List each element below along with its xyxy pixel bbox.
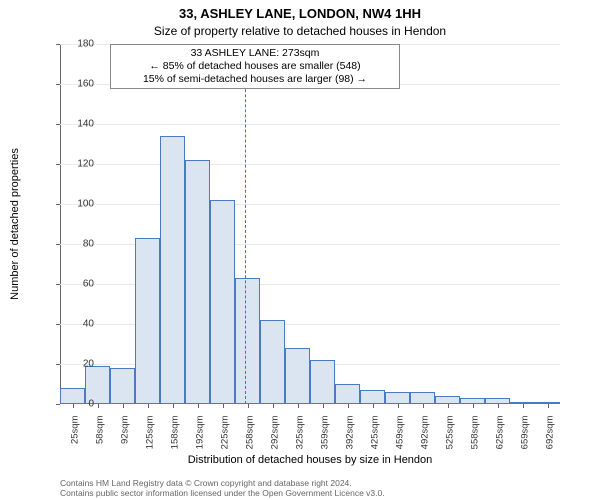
reference-line [245,44,246,404]
attribution-line2: Contains public sector information licen… [60,488,560,498]
x-tick-label: 92sqm [119,416,130,466]
chart-title: 33, ASHLEY LANE, LONDON, NW4 1HH [0,6,600,21]
x-tick [248,404,249,408]
annotation-box: 33 ASHLEY LANE: 273sqm ← 85% of detached… [110,44,400,89]
x-tick-label: 392sqm [344,416,355,466]
histogram-bar [235,278,260,404]
x-tick [323,404,324,408]
y-tick-label: 180 [54,39,94,50]
x-tick [498,404,499,408]
chart-container: 33, ASHLEY LANE, LONDON, NW4 1HH Size of… [0,0,600,500]
x-tick-label: 25sqm [69,416,80,466]
x-tick [423,404,424,408]
x-tick-label: 225sqm [219,416,230,466]
histogram-bar [435,396,460,404]
x-tick [123,404,124,408]
annotation-line2: ← 85% of detached houses are smaller (54… [115,60,395,73]
y-tick-label: 40 [54,319,94,330]
y-gridline [60,204,560,205]
histogram-bar [135,238,160,404]
x-tick-label: 292sqm [269,416,280,466]
x-tick [473,404,474,408]
x-tick [373,404,374,408]
x-tick [523,404,524,408]
y-axis-line [60,44,61,404]
y-tick-label: 160 [54,79,94,90]
x-tick-label: 525sqm [444,416,455,466]
annotation-line3: 15% of semi-detached houses are larger (… [115,73,395,86]
y-tick-label: 60 [54,279,94,290]
x-tick [398,404,399,408]
histogram-bar [185,160,210,404]
histogram-bar [260,320,285,404]
y-tick-label: 140 [54,119,94,130]
attribution: Contains HM Land Registry data © Crown c… [60,478,560,498]
x-axis-label: Distribution of detached houses by size … [60,454,560,466]
chart-subtitle: Size of property relative to detached ho… [0,24,600,38]
histogram-bar [310,360,335,404]
y-axis-label: Number of detached properties [8,44,22,404]
x-tick-label: 192sqm [194,416,205,466]
x-tick [448,404,449,408]
x-tick-label: 625sqm [494,416,505,466]
histogram-bar [385,392,410,404]
x-tick [548,404,549,408]
x-tick [98,404,99,408]
y-tick-label: 80 [54,239,94,250]
histogram-bar [410,392,435,404]
plot-area [60,44,560,404]
x-tick-label: 459sqm [394,416,405,466]
histogram-bar [210,200,235,404]
x-tick-label: 258sqm [244,416,255,466]
x-tick [223,404,224,408]
x-tick [148,404,149,408]
x-tick-label: 425sqm [369,416,380,466]
annotation-line1: 33 ASHLEY LANE: 273sqm [115,47,395,60]
y-tick-label: 0 [54,399,94,410]
x-tick-label: 492sqm [419,416,430,466]
x-tick [273,404,274,408]
x-tick-label: 692sqm [544,416,555,466]
histogram-bar [285,348,310,404]
histogram-bar [360,390,385,404]
x-tick [298,404,299,408]
histogram-bar [335,384,360,404]
x-tick [173,404,174,408]
x-tick-label: 558sqm [469,416,480,466]
y-tick-label: 100 [54,199,94,210]
x-tick-label: 125sqm [144,416,155,466]
x-tick-label: 158sqm [169,416,180,466]
y-tick-label: 20 [54,359,94,370]
x-tick-label: 659sqm [519,416,530,466]
x-tick [198,404,199,408]
y-gridline [60,164,560,165]
x-tick-label: 58sqm [94,416,105,466]
histogram-bar [160,136,185,404]
y-gridline [60,124,560,125]
y-tick-label: 120 [54,159,94,170]
x-tick-label: 359sqm [319,416,330,466]
attribution-line1: Contains HM Land Registry data © Crown c… [60,478,560,488]
x-tick-label: 325sqm [294,416,305,466]
histogram-bar [110,368,135,404]
x-tick [348,404,349,408]
